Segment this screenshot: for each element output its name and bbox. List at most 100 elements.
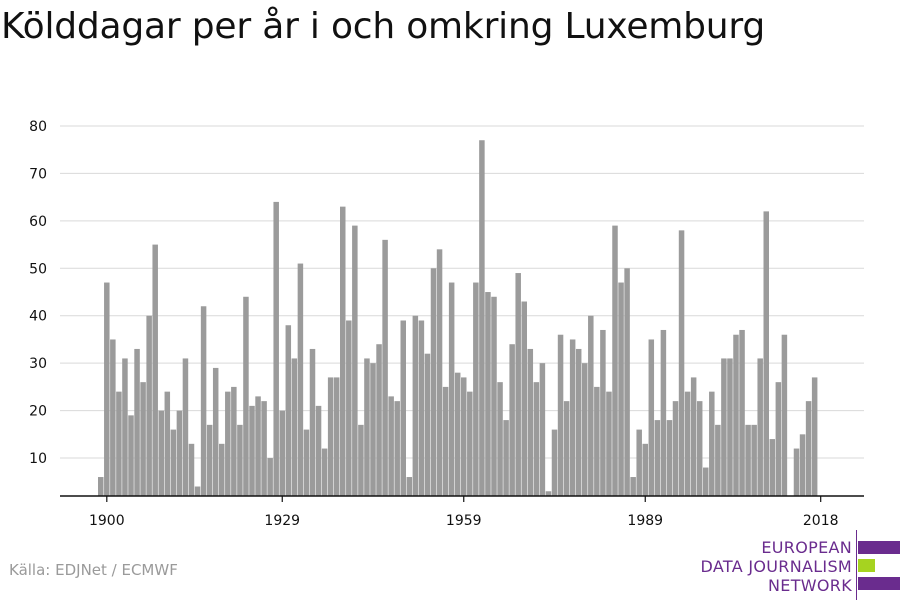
bar-2011[interactable] [775, 382, 782, 496]
bar-1911[interactable] [170, 429, 177, 496]
bar-1948[interactable] [394, 401, 400, 496]
bar-1901[interactable] [110, 339, 116, 496]
bar-1999[interactable] [703, 467, 709, 496]
bar-1925[interactable] [255, 396, 261, 496]
bar-1941[interactable] [352, 225, 358, 496]
bar-1944[interactable] [370, 363, 376, 496]
bar-1967[interactable] [509, 344, 515, 496]
bar-1934[interactable] [309, 348, 316, 496]
bar-1961[interactable] [473, 282, 479, 496]
bar-1930[interactable] [285, 325, 292, 496]
bar-1982[interactable] [600, 329, 606, 496]
bar-1998[interactable] [696, 401, 703, 496]
bar-1903[interactable] [122, 358, 128, 496]
bar-1987[interactable] [630, 477, 636, 496]
bar-1964[interactable] [491, 296, 497, 496]
bar-1965[interactable] [497, 382, 503, 496]
bar-2001[interactable] [715, 424, 721, 496]
bar-1923[interactable] [243, 296, 249, 496]
bar-1935[interactable] [315, 405, 322, 496]
bar-1955[interactable] [436, 249, 443, 496]
bar-1928[interactable] [273, 201, 279, 496]
edjnet-logo[interactable]: EUROPEAN DATA JOURNALISM NETWORK [690, 530, 900, 600]
bar-1975[interactable] [557, 334, 564, 496]
bar-1938[interactable] [333, 377, 340, 496]
bar-1907[interactable] [146, 315, 152, 496]
bar-1913[interactable] [182, 358, 189, 496]
bar-2008[interactable] [757, 358, 763, 496]
bar-1985[interactable] [618, 282, 624, 496]
bar-1918[interactable] [212, 367, 219, 496]
bar-1978[interactable] [575, 348, 582, 496]
bar-1991[interactable] [654, 420, 661, 496]
bar-1915[interactable] [194, 486, 201, 496]
bar-1956[interactable] [442, 386, 449, 496]
bar-1960[interactable] [467, 391, 473, 496]
bar-1932[interactable] [297, 263, 304, 496]
bar-1952[interactable] [418, 320, 425, 496]
bar-1900[interactable] [104, 282, 110, 496]
bar-1981[interactable] [594, 386, 600, 496]
bar-1983[interactable] [606, 391, 612, 496]
bar-1910[interactable] [164, 391, 171, 496]
bar-2012[interactable] [781, 334, 788, 496]
bar-2006[interactable] [745, 424, 751, 496]
bar-1954[interactable] [430, 268, 437, 496]
bar-1921[interactable] [231, 386, 237, 496]
bar-1995[interactable] [678, 230, 685, 497]
bar-2016[interactable] [805, 401, 812, 496]
bar-1905[interactable] [134, 348, 140, 496]
bar-1933[interactable] [303, 429, 310, 496]
bar-1969[interactable] [521, 301, 528, 496]
bar-1996[interactable] [684, 391, 691, 496]
bar-1997[interactable] [690, 377, 697, 496]
bar-1946[interactable] [382, 239, 388, 496]
bar-1943[interactable] [364, 358, 370, 496]
bar-1949[interactable] [400, 320, 407, 496]
bar-1994[interactable] [672, 401, 679, 496]
bar-1968[interactable] [515, 273, 521, 496]
bar-1979[interactable] [582, 363, 588, 496]
bar-1939[interactable] [340, 206, 346, 496]
bar-1940[interactable] [346, 320, 352, 496]
bar-1945[interactable] [376, 344, 382, 496]
bar-2004[interactable] [733, 334, 739, 496]
bar-1908[interactable] [152, 244, 158, 496]
bar-1947[interactable] [388, 396, 394, 496]
bar-2007[interactable] [751, 424, 757, 496]
bar-2002[interactable] [721, 358, 727, 496]
bar-1924[interactable] [249, 405, 255, 496]
bar-1986[interactable] [624, 268, 630, 496]
bar-1899[interactable] [98, 477, 104, 496]
bar-2005[interactable] [739, 329, 745, 496]
bar-1914[interactable] [188, 443, 195, 496]
bar-1929[interactable] [279, 410, 286, 496]
bar-2000[interactable] [709, 391, 715, 496]
bar-1959[interactable] [461, 377, 467, 496]
bar-1919[interactable] [219, 443, 225, 496]
bar-1976[interactable] [563, 401, 570, 496]
bar-1902[interactable] [116, 391, 122, 496]
bar-1957[interactable] [448, 282, 455, 496]
bar-1951[interactable] [412, 315, 419, 496]
bar-1977[interactable] [569, 339, 576, 496]
bar-1989[interactable] [642, 443, 649, 496]
bar-2017[interactable] [811, 377, 818, 496]
bar-1906[interactable] [140, 382, 146, 496]
bar-2003[interactable] [727, 358, 733, 496]
bar-1958[interactable] [454, 372, 461, 496]
bar-1993[interactable] [666, 420, 673, 496]
bar-1973[interactable] [545, 491, 552, 496]
bar-1920[interactable] [225, 391, 231, 496]
bar-1970[interactable] [527, 348, 534, 496]
bar-1963[interactable] [485, 292, 491, 496]
bar-2010[interactable] [769, 439, 776, 496]
bar-1936[interactable] [321, 448, 328, 496]
bar-1988[interactable] [636, 429, 642, 496]
bar-1992[interactable] [660, 329, 667, 496]
bar-1974[interactable] [551, 429, 558, 496]
bar-1909[interactable] [158, 410, 165, 496]
bar-2014[interactable] [793, 448, 800, 496]
bar-1953[interactable] [424, 353, 431, 496]
bar-2009[interactable] [763, 211, 770, 496]
